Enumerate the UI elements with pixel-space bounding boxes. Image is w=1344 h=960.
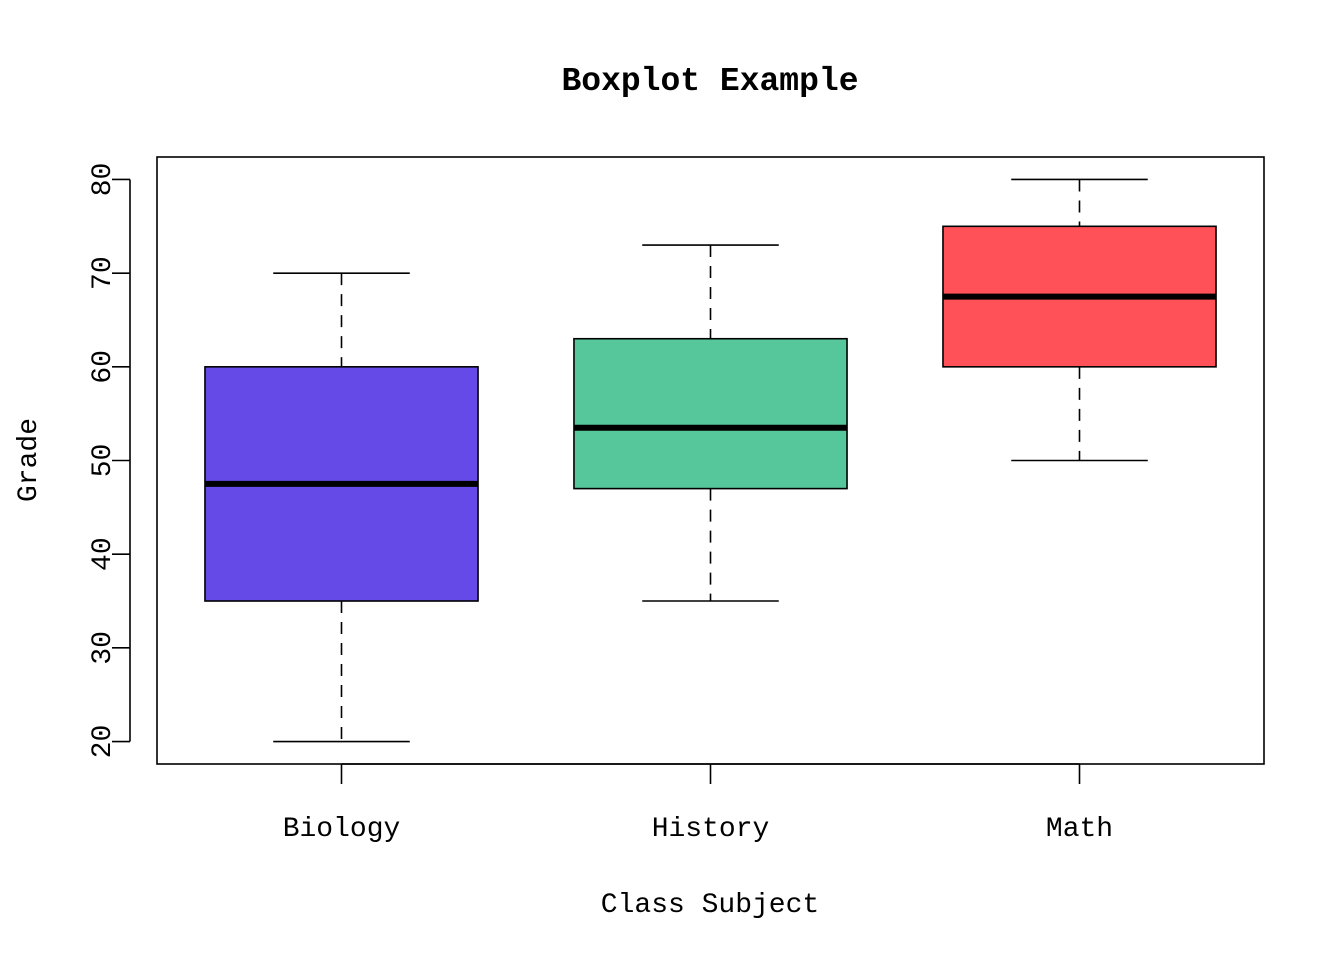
y-tick-label: 50 xyxy=(88,444,119,478)
y-tick-label: 30 xyxy=(88,631,119,665)
x-tick-label: Biology xyxy=(283,814,401,845)
chart-title: Boxplot Example xyxy=(561,63,858,100)
y-tick-label: 20 xyxy=(88,725,119,759)
x-axis-title: Class Subject xyxy=(601,890,819,921)
y-tick-label: 70 xyxy=(88,256,119,290)
box-history xyxy=(573,244,848,602)
iqr-box xyxy=(573,337,848,490)
x-axis: Biology History Math xyxy=(283,763,1113,845)
x-tick-label: Math xyxy=(1046,814,1113,845)
y-axis-title: Grade xyxy=(14,418,45,502)
y-tick-label: 80 xyxy=(88,163,119,197)
box-biology xyxy=(204,272,479,743)
x-tick-label: History xyxy=(652,814,770,845)
y-tick-label: 40 xyxy=(88,537,119,571)
boxes-layer xyxy=(204,178,1217,743)
y-tick-label: 60 xyxy=(88,350,119,384)
box-math xyxy=(942,178,1217,462)
y-axis: 20 30 40 50 60 70 80 xyxy=(88,163,131,759)
